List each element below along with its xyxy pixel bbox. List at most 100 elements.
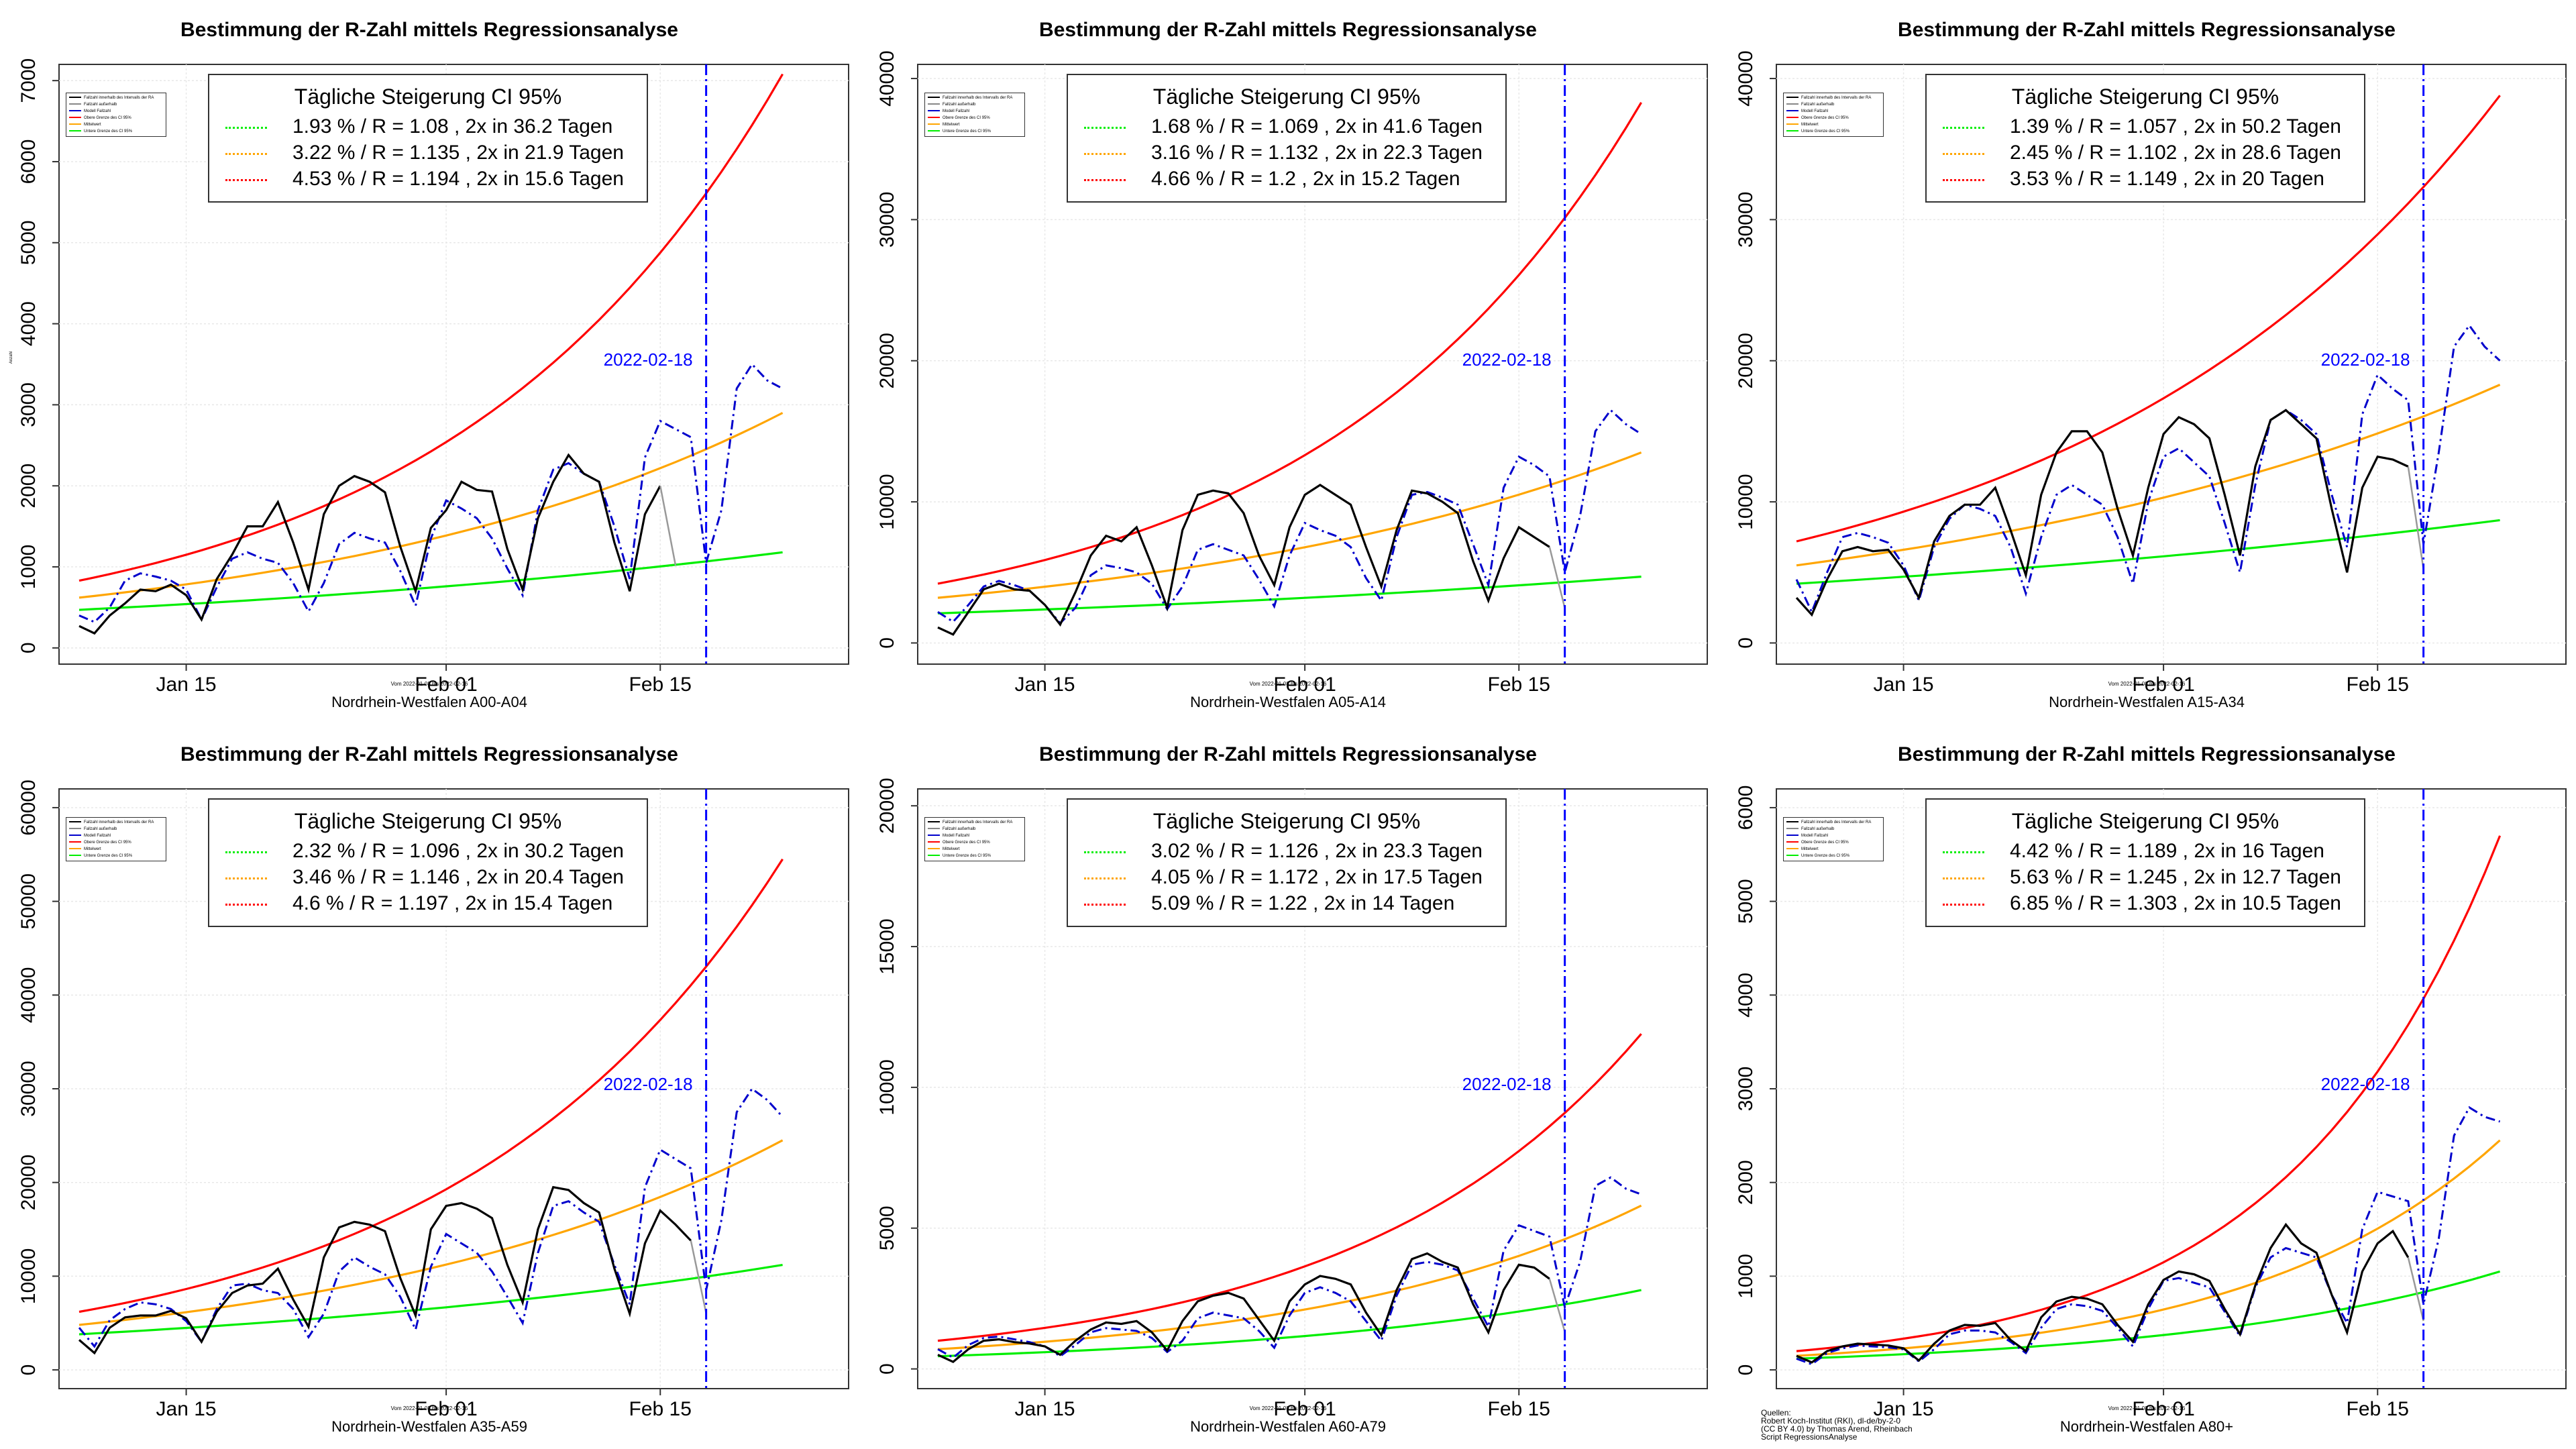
ci-legend-swatch: [1943, 126, 1984, 129]
series-legend-entry: Fallzahl innerhalb des Intervalls der RA: [69, 96, 154, 100]
y-tick-label: 10000: [17, 1248, 40, 1304]
ci-legend-title: Tägliche Steigerung CI 95%: [1152, 85, 1421, 109]
x-tick-label: Feb 15: [1488, 1398, 1550, 1420]
observed-series-line: [78, 1185, 692, 1355]
upper-ci-curve: [937, 1033, 1642, 1342]
series-legend-entry: Modell Fallzahl: [69, 834, 111, 838]
observed-tail-segment: [2407, 466, 2424, 570]
upper-ci-curve: [78, 858, 784, 1313]
chart-title: Bestimmung der R-Zahl mittels Regression…: [1039, 743, 1537, 765]
ci-legend-swatch: [1943, 851, 1984, 853]
ci-legend-row: 1.68 % / R = 1.069 , 2x in 41.6 Tagen: [1084, 115, 1483, 141]
ci-legend-title: Tägliche Steigerung CI 95%: [2011, 809, 2279, 833]
series-legend: Fallzahl innerhalb des Intervalls der RA…: [66, 817, 166, 861]
series-legend-entry: Mittelwert: [928, 847, 960, 851]
y-tick-label: 30000: [17, 1061, 40, 1116]
ci-legend-title: Tägliche Steigerung CI 95%: [2011, 85, 2279, 109]
ci-legend: Tägliche Steigerung CI 95% 1.68 % / R = 1…: [1067, 74, 1507, 203]
y-tick-label: 20000: [17, 1155, 40, 1210]
ci-legend-text: 3.16 % / R = 1.132 , 2x in 22.3 Tagen: [1151, 142, 1483, 164]
y-tick-label: 10000: [876, 1059, 898, 1115]
x-tick-label: Jan 15: [156, 674, 217, 696]
x-tick-label: Feb 01: [415, 1398, 477, 1420]
series-legend-entry: Obere Grenze des CI 95%: [928, 841, 990, 845]
chart-panel-3: 0 10000 20000 30000 40000 Jan 15 Feb 01 Feb 15 2…: [1717, 0, 2576, 724]
ci-legend-title: Tägliche Steigerung CI 95%: [294, 85, 562, 109]
x-tick-label: Feb 15: [2347, 1398, 2409, 1420]
series-legend: Fallzahl innerhalb des Intervalls der RA…: [1783, 93, 1884, 137]
y-tick-label: 1000: [1735, 1254, 1757, 1299]
lower-ci-curve: [937, 576, 1642, 614]
date-marker-label: 2022-02-18: [604, 1074, 693, 1094]
observed-series-line: [78, 453, 661, 635]
date-range-subtitle: Vom 2022-01-08 bis 2022-02-16: [390, 681, 468, 687]
series-legend-entry: Fallzahl außerhalb: [69, 827, 117, 831]
lower-ci-curve: [1796, 519, 2500, 585]
lower-ci-curve: [78, 551, 783, 611]
ci-legend-row: 3.53 % / R = 1.149 , 2x in 20 Tagen: [1943, 168, 2324, 193]
series-legend-entry: Untere Grenze des CI 95%: [1786, 129, 1849, 133]
y-tick-label: 0: [1735, 1364, 1757, 1376]
series-legend-entry: Fallzahl außerhalb: [1786, 103, 1834, 107]
ci-legend-row: 3.46 % / R = 1.146 , 2x in 20.4 Tagen: [225, 866, 624, 892]
ci-legend-row: 2.32 % / R = 1.096 , 2x in 30.2 Tagen: [225, 840, 624, 865]
y-tick-label: 4000: [17, 301, 40, 346]
ci-legend-text: 3.22 % / R = 1.135 , 2x in 21.9 Tagen: [292, 142, 624, 164]
date-marker-label: 2022-02-18: [1462, 1074, 1552, 1094]
ci-legend-row: 5.63 % / R = 1.245 , 2x in 12.7 Tagen: [1943, 866, 2341, 892]
x-tick-label: Feb 15: [629, 1398, 692, 1420]
ci-legend-row: 4.53 % / R = 1.194 , 2x in 15.6 Tagen: [225, 168, 624, 193]
ci-legend: Tägliche Steigerung CI 95% 1.93 % / R = 1…: [208, 74, 648, 203]
y-tick-label: 5000: [17, 220, 40, 265]
observed-series-line: [937, 483, 1550, 636]
series-legend-entry: Modell Fallzahl: [928, 834, 969, 838]
ci-legend-swatch: [1084, 126, 1126, 129]
ci-legend-swatch: [1943, 178, 1984, 181]
ci-legend-row: 4.66 % / R = 1.2 , 2x in 15.2 Tagen: [1084, 168, 1460, 193]
ci-legend-row: 2.45 % / R = 1.102 , 2x in 28.6 Tagen: [1943, 142, 2341, 167]
x-tick-label: Feb 01: [1273, 674, 1336, 696]
x-axis-label: Nordrhein-Westfalen A35-A59: [331, 1418, 527, 1435]
x-tick-label: Jan 15: [156, 1398, 217, 1420]
ci-legend-row: 4.42 % / R = 1.189 , 2x in 16 Tagen: [1943, 840, 2324, 865]
reported-series-line: [937, 1176, 1642, 1359]
y-tick-label: 40000: [1735, 50, 1757, 106]
ci-legend-text: 5.63 % / R = 1.245 , 2x in 12.7 Tagen: [2010, 866, 2341, 888]
series-legend-entry: Untere Grenze des CI 95%: [1786, 854, 1849, 858]
upper-ci-curve: [937, 101, 1642, 585]
y-tick-label: 10000: [876, 474, 898, 529]
upper-ci-curve: [1796, 835, 2502, 1352]
y-tick-label: 50000: [17, 873, 40, 929]
series-legend: Fallzahl innerhalb des Intervalls der RA…: [924, 817, 1025, 861]
y-tick-label: 10000: [1735, 474, 1757, 529]
y-tick-label: 20000: [876, 777, 898, 833]
ci-legend-swatch: [225, 152, 267, 155]
ci-legend-row: 1.93 % / R = 1.08 , 2x in 36.2 Tagen: [225, 115, 612, 141]
series-legend-entry: Fallzahl innerhalb des Intervalls der RA: [69, 820, 154, 824]
y-tick-label: 0: [876, 1363, 898, 1375]
date-marker-label: 2022-02-18: [2321, 1074, 2410, 1094]
chart-title: Bestimmung der R-Zahl mittels Regression…: [1898, 743, 2396, 765]
y-tick-label: 2000: [17, 464, 40, 508]
ci-legend-swatch: [1084, 851, 1126, 853]
x-axis-label: Nordrhein-Westfalen A05-A14: [1190, 694, 1386, 710]
y-tick-label: 30000: [876, 192, 898, 248]
series-legend-entry: Untere Grenze des CI 95%: [928, 854, 991, 858]
series-legend-entry: Fallzahl innerhalb des Intervalls der RA: [1786, 820, 1871, 824]
mid-curve: [1796, 1139, 2501, 1357]
ci-legend: Tägliche Steigerung CI 95% 2.32 % / R = 1…: [208, 798, 648, 927]
ci-legend-swatch: [1943, 877, 1984, 879]
y-tick-label: 0: [17, 1364, 40, 1376]
ci-legend-swatch: [1943, 152, 1984, 155]
x-tick-label: Jan 15: [1874, 1398, 1934, 1420]
series-legend-entry: Modell Fallzahl: [1786, 834, 1828, 838]
ci-legend-text: 4.6 % / R = 1.197 , 2x in 15.4 Tagen: [292, 892, 613, 914]
ci-legend-row: 3.02 % / R = 1.126 , 2x in 23.3 Tagen: [1084, 840, 1483, 865]
observed-series-line: [1796, 1222, 2410, 1364]
series-legend-entry: Fallzahl außerhalb: [928, 103, 975, 107]
ci-legend-text: 5.09 % / R = 1.22 , 2x in 14 Tagen: [1151, 892, 1455, 914]
ci-legend-swatch: [225, 126, 267, 129]
observed-tail-segment: [659, 485, 677, 566]
sources-note: Quellen: Robert Koch-Institut (RKI), dl-…: [1761, 1408, 1913, 1442]
ci-legend-row: 3.16 % / R = 1.132 , 2x in 22.3 Tagen: [1084, 142, 1483, 167]
